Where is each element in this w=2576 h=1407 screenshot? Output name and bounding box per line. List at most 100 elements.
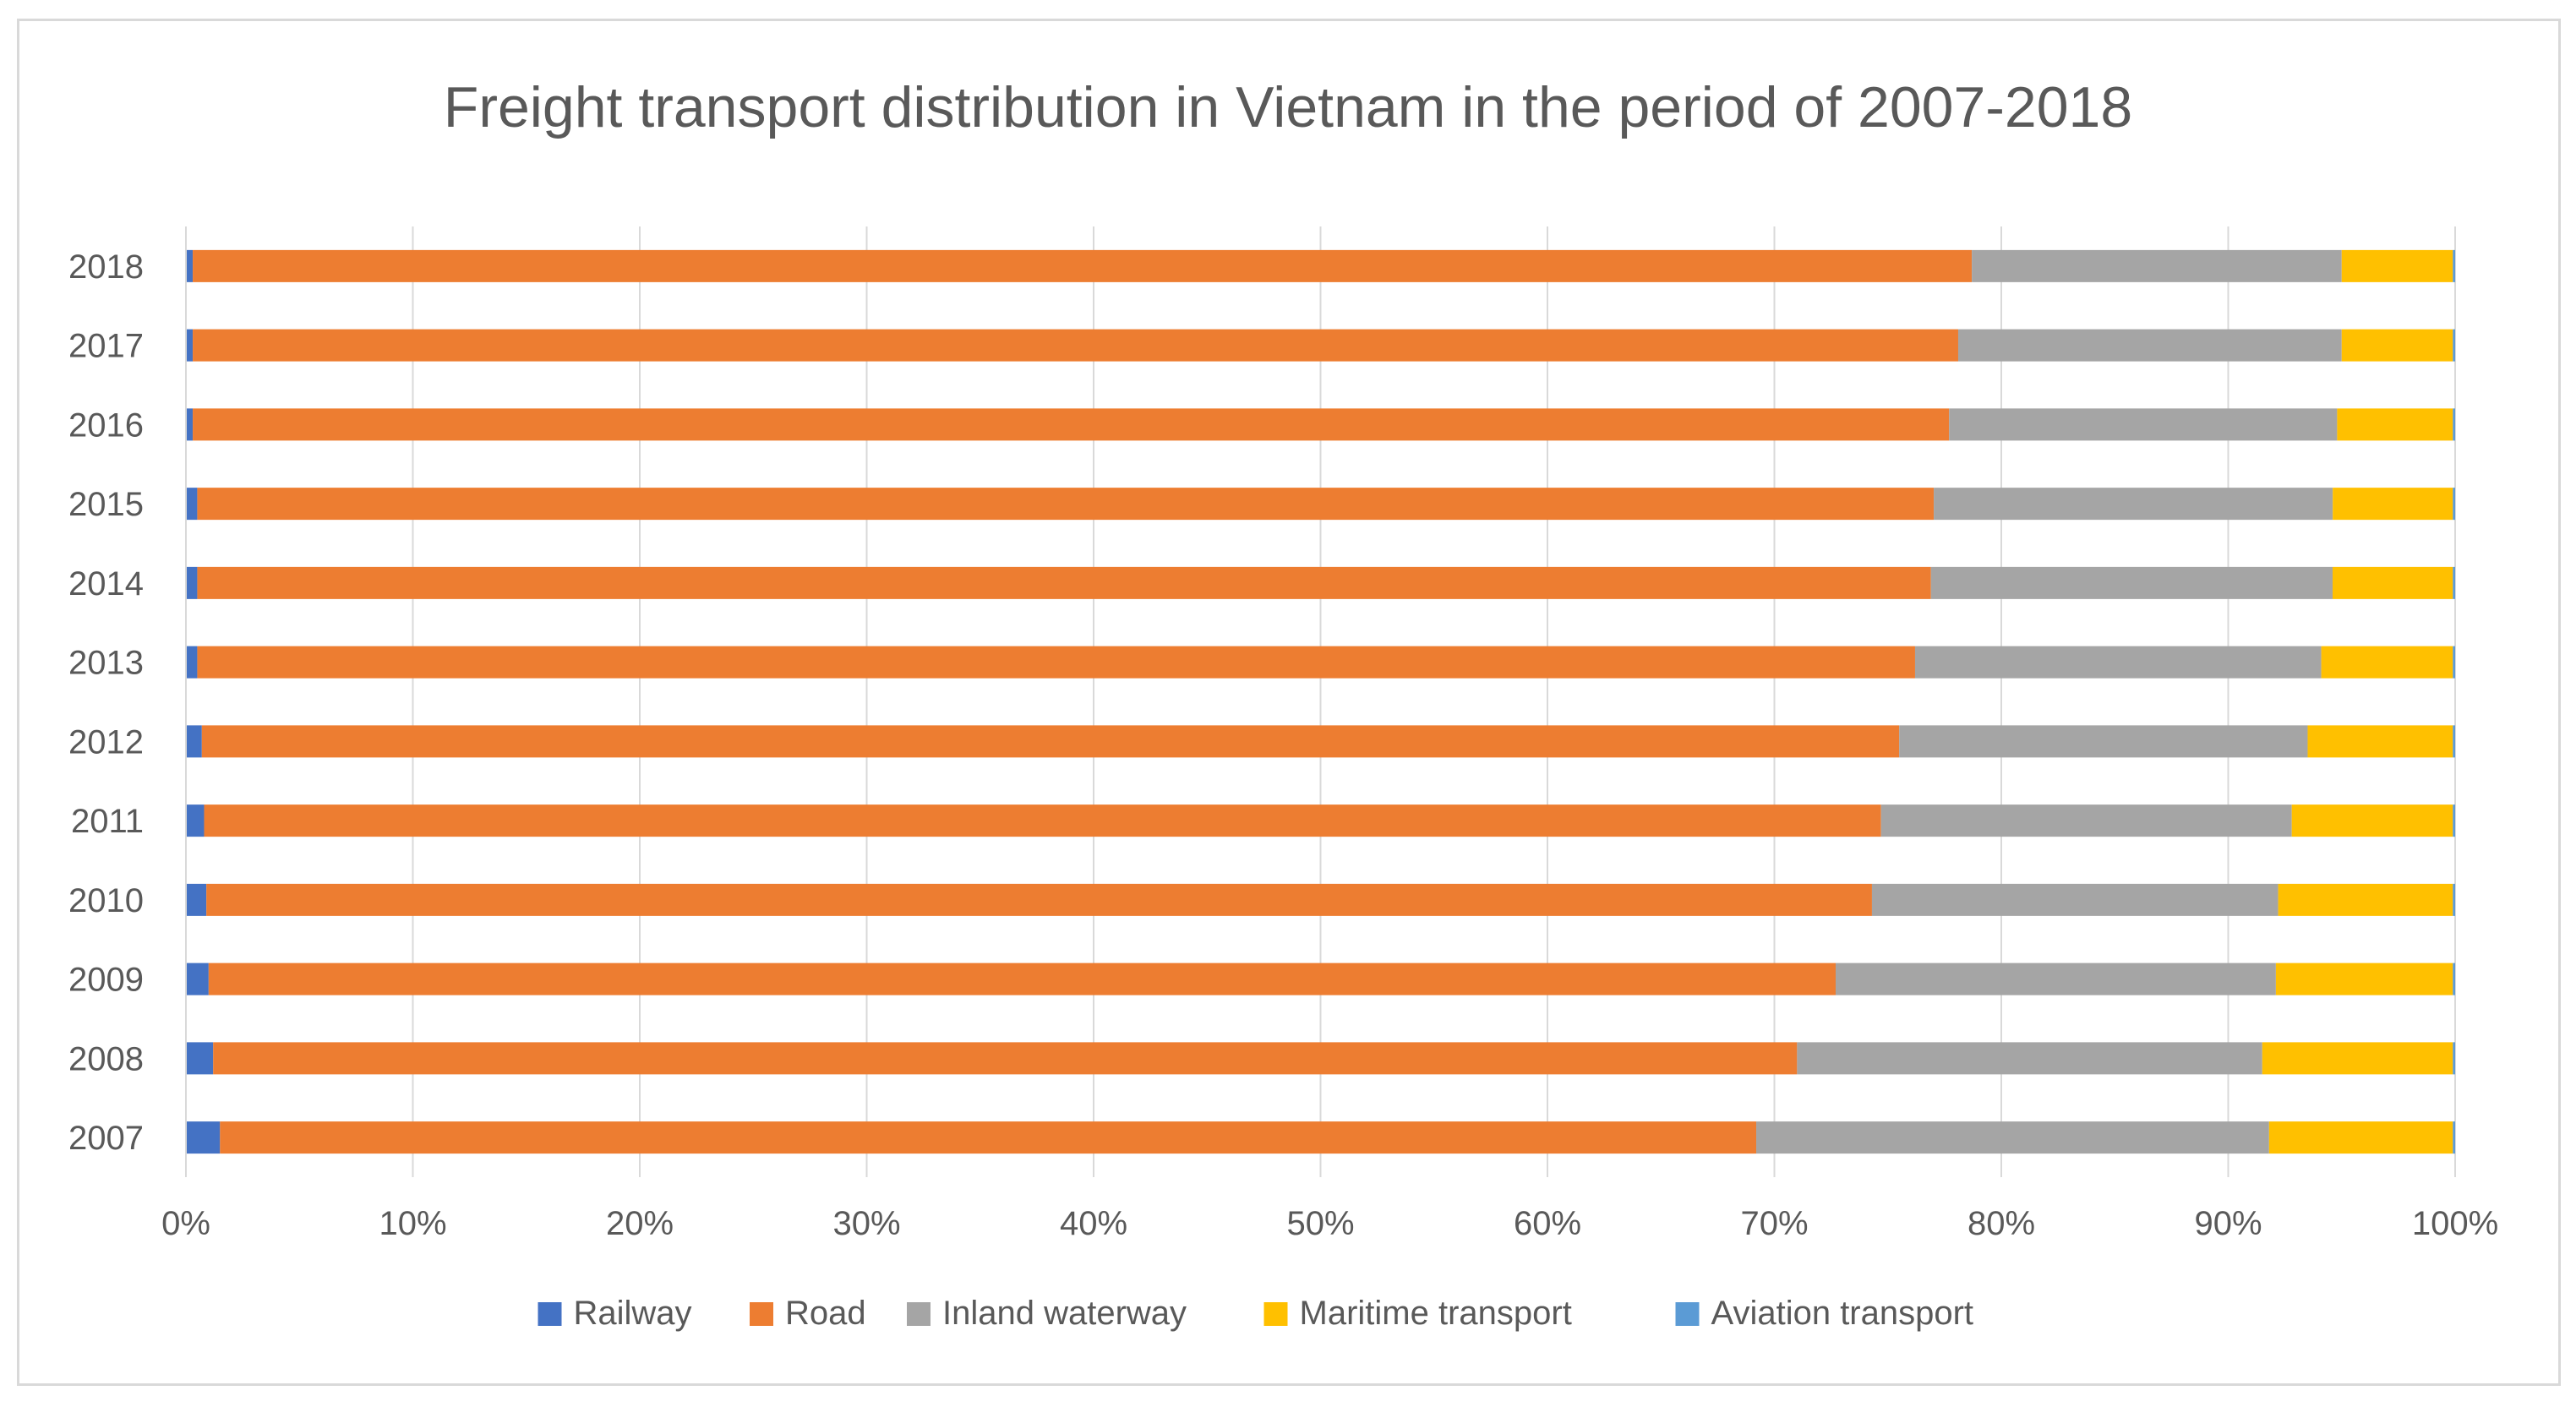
bar-2016-railway	[186, 408, 194, 441]
bar-2017-maritime-transport	[2341, 329, 2453, 362]
y-tick-label: 2014	[68, 565, 144, 603]
x-tick-label: 40%	[1060, 1205, 1127, 1242]
legend-swatch-road	[750, 1302, 773, 1326]
bar-2012-inland-waterway	[1899, 725, 2308, 758]
bar-2013-inland-waterway	[1914, 646, 2322, 679]
bar-2011-road	[204, 804, 1881, 837]
bar-2009-railway	[186, 963, 209, 995]
bars	[186, 249, 2455, 1154]
bar-2008-road	[213, 1042, 1798, 1075]
bar-2007-inland-waterway	[1756, 1121, 2269, 1154]
legend-swatch-inland-waterway	[907, 1302, 931, 1326]
bar-2009-maritime-transport	[2275, 963, 2453, 995]
y-tick-label: 2017	[68, 328, 144, 365]
bar-2011-inland-waterway	[1880, 804, 2292, 837]
x-tick-label: 30%	[832, 1205, 900, 1242]
bar-2007-railway	[186, 1121, 221, 1154]
legend-swatch-aviation-transport	[1675, 1302, 1700, 1326]
bar-2010-maritime-transport	[2278, 883, 2453, 916]
bar-2017-inland-waterway	[1957, 329, 2342, 362]
x-tick-label: 80%	[1967, 1205, 2035, 1242]
y-tick-label: 2015	[68, 486, 144, 523]
bar-2008-aviation-transport	[2453, 1042, 2455, 1075]
bar-2018-railway	[186, 249, 194, 282]
bar-2007-maritime-transport	[2268, 1121, 2453, 1154]
y-tick-label: 2008	[68, 1040, 144, 1077]
legend-swatch-maritime-transport	[1263, 1302, 1288, 1326]
bar-2008-maritime-transport	[2262, 1042, 2453, 1075]
axes: 0% 10% 20% 30% 40% 50% 60% 70% 80% 90% 100% 2018 201…	[68, 226, 2498, 1242]
y-tick-label: 2016	[68, 406, 144, 444]
bar-2012-maritime-transport	[2307, 725, 2453, 758]
legend-swatch-railway	[538, 1302, 562, 1326]
x-tick-label: 20%	[606, 1205, 674, 1242]
bar-2010-aviation-transport	[2453, 883, 2455, 916]
bar-2016-aviation-transport	[2453, 408, 2455, 441]
bar-2016-road	[193, 408, 1950, 441]
x-tick-label: 70%	[1740, 1205, 1808, 1242]
bar-2008-inland-waterway	[1797, 1042, 2262, 1075]
bar-2014-inland-waterway	[1930, 566, 2333, 599]
bar-2011-maritime-transport	[2291, 804, 2453, 837]
bar-2009-aviation-transport	[2453, 963, 2455, 995]
legend-label: Aviation transport	[1711, 1295, 1974, 1332]
bar-2012-railway	[186, 725, 202, 758]
bar-2010-inland-waterway	[1871, 883, 2279, 916]
x-tick-label: 100%	[2412, 1205, 2498, 1242]
bar-2013-aviation-transport	[2453, 646, 2455, 679]
x-tick-label: 90%	[2194, 1205, 2262, 1242]
bar-2015-aviation-transport	[2453, 488, 2455, 521]
x-tick-label: 60%	[1514, 1205, 1581, 1242]
legend-label: Inland waterway	[942, 1295, 1187, 1332]
y-tick-label: 2009	[68, 962, 144, 999]
chart-frame	[17, 19, 2561, 1386]
legend-label: Railway	[574, 1295, 692, 1332]
bar-2015-road	[197, 488, 1935, 521]
bar-2009-road	[208, 963, 1836, 995]
bar-2018-inland-waterway	[1972, 249, 2342, 282]
bar-2018-road	[193, 249, 1973, 282]
bar-2008-railway	[186, 1042, 214, 1075]
bar-2010-road	[206, 883, 1872, 916]
bar-2007-aviation-transport	[2453, 1121, 2455, 1154]
bar-2015-inland-waterway	[1934, 488, 2333, 521]
bar-2014-maritime-transport	[2333, 566, 2453, 599]
legend-label: Road	[785, 1295, 866, 1332]
legend-label: Maritime transport	[1300, 1295, 1572, 1332]
bar-2016-maritime-transport	[2337, 408, 2453, 441]
bar-2015-maritime-transport	[2333, 488, 2453, 521]
bar-2009-inland-waterway	[1835, 963, 2276, 995]
chart-title: Freight transport distribution in Vietna…	[444, 75, 2132, 139]
y-tick-label: 2013	[68, 645, 144, 682]
bar-2013-maritime-transport	[2321, 646, 2453, 679]
legend: Railway Road Inland waterway Maritime trans…	[538, 1295, 1974, 1332]
y-tick-label: 2007	[68, 1120, 144, 1157]
bar-2018-maritime-transport	[2341, 249, 2453, 282]
bar-2014-road	[197, 566, 1931, 599]
bar-2010-railway	[186, 883, 207, 916]
bar-2012-aviation-transport	[2453, 725, 2455, 758]
bar-2015-railway	[186, 488, 198, 521]
y-tick-label: 2012	[68, 723, 144, 761]
y-tick-label: 2010	[68, 882, 144, 919]
x-tick-label: 10%	[379, 1205, 446, 1242]
bar-2014-railway	[186, 566, 198, 599]
y-tick-label: 2018	[68, 248, 144, 286]
y-tick-label: 2011	[71, 803, 144, 840]
bar-2013-railway	[186, 646, 198, 679]
bar-2012-road	[201, 725, 1900, 758]
gridlines	[185, 226, 2456, 1177]
x-tick-label: 50%	[1286, 1205, 1354, 1242]
bar-2018-aviation-transport	[2453, 249, 2455, 282]
x-tick-label: 0%	[161, 1205, 210, 1242]
bar-2017-railway	[186, 329, 194, 362]
bar-2013-road	[197, 646, 1915, 679]
bar-2017-road	[193, 329, 1958, 362]
bar-2011-aviation-transport	[2453, 804, 2455, 837]
bar-2011-railway	[186, 804, 205, 837]
bar-2014-aviation-transport	[2453, 566, 2455, 599]
bar-2016-inland-waterway	[1949, 408, 2338, 441]
bar-2017-aviation-transport	[2453, 329, 2455, 362]
bar-2007-road	[220, 1121, 1757, 1154]
